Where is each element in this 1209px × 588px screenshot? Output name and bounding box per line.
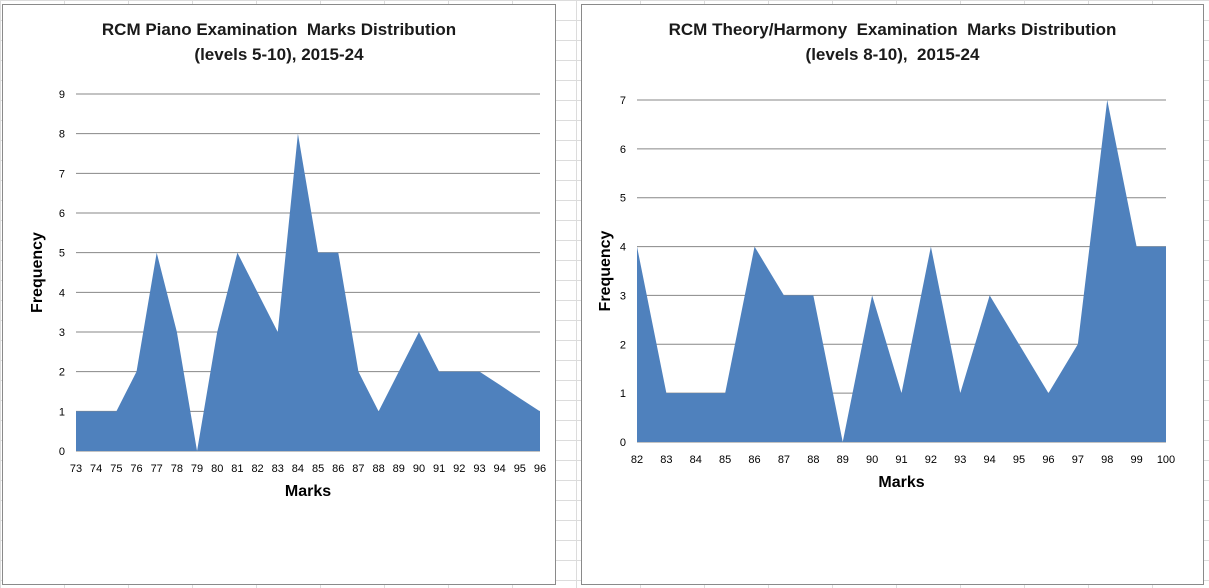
y-axis-title: Frequency: [597, 230, 614, 311]
chart-title-line: RCM Theory/Harmony Examination Marks Dis…: [668, 20, 1117, 39]
chart-title-line: (levels 8-10), 2015-24: [805, 45, 980, 64]
y-tick-label: 3: [620, 290, 626, 302]
y-tick-label: 0: [59, 446, 65, 458]
area-series: [76, 133, 540, 451]
y-axis-title: Frequency: [29, 232, 46, 313]
y-tick-label: 7: [620, 95, 626, 107]
chart-piano: RCM Piano Examination Marks Distribution…: [2, 4, 556, 585]
y-tick-label: 3: [59, 327, 65, 339]
x-tick-label: 83: [660, 454, 672, 466]
y-tick-label: 1: [59, 406, 65, 418]
chart-title-line: (levels 5-10), 2015-24: [194, 45, 364, 64]
x-tick-label: 91: [895, 454, 907, 466]
x-tick-label: 75: [110, 463, 122, 475]
x-tick-label: 89: [393, 463, 405, 475]
x-tick-label: 89: [837, 454, 849, 466]
x-tick-label: 83: [272, 463, 284, 475]
x-tick-label: 87: [778, 454, 790, 466]
x-tick-label: 94: [984, 454, 996, 466]
chart-title-line: RCM Piano Examination Marks Distribution: [101, 20, 457, 39]
x-tick-label: 96: [1042, 454, 1054, 466]
x-tick-label: 84: [690, 454, 702, 466]
x-tick-label: 99: [1130, 454, 1142, 466]
x-tick-label: 88: [372, 463, 384, 475]
x-tick-label: 82: [631, 454, 643, 466]
chart-theory: RCM Theory/Harmony Examination Marks Dis…: [581, 4, 1204, 585]
x-tick-label: 90: [866, 454, 878, 466]
x-tick-label: 78: [171, 463, 183, 475]
x-tick-label: 88: [807, 454, 819, 466]
y-tick-label: 5: [59, 248, 65, 260]
chart-title: RCM Piano Examination Marks Distribution…: [3, 17, 555, 67]
y-tick-label: 0: [620, 437, 626, 449]
x-tick-label: 92: [453, 463, 465, 475]
x-tick-label: 84: [292, 463, 304, 475]
x-tick-label: 74: [90, 463, 102, 475]
chart-title: RCM Theory/Harmony Examination Marks Dis…: [582, 17, 1203, 67]
x-tick-label: 90: [413, 463, 425, 475]
x-tick-label: 73: [70, 463, 82, 475]
x-tick-label: 91: [433, 463, 445, 475]
x-tick-label: 82: [251, 463, 263, 475]
x-tick-label: 98: [1101, 454, 1113, 466]
x-tick-label: 77: [151, 463, 163, 475]
x-tick-label: 100: [1157, 454, 1175, 466]
y-tick-label: 2: [59, 367, 65, 379]
chart-plot-area: 0 1 2 3 4 5 6 7 82 83 84 85 86 87 88 89 90 91 92 93 94 95 96 97…: [597, 95, 1175, 491]
x-tick-label: 93: [954, 454, 966, 466]
y-tick-label: 4: [59, 287, 65, 299]
y-tick-label: 5: [620, 193, 626, 205]
x-tick-label: 94: [494, 463, 506, 475]
x-tick-label: 85: [719, 454, 731, 466]
y-tick-label: 9: [59, 89, 65, 101]
y-tick-label: 1: [620, 388, 626, 400]
x-tick-label: 95: [514, 463, 526, 475]
x-axis-title: Marks: [878, 474, 924, 491]
x-tick-label: 86: [748, 454, 760, 466]
x-tick-label: 79: [191, 463, 203, 475]
x-tick-label: 95: [1013, 454, 1025, 466]
x-tick-label: 86: [332, 463, 344, 475]
x-tick-label: 92: [925, 454, 937, 466]
x-tick-label: 87: [352, 463, 364, 475]
x-axis-title: Marks: [285, 483, 331, 500]
area-series: [637, 100, 1166, 442]
x-tick-label: 93: [473, 463, 485, 475]
y-tick-label: 8: [59, 129, 65, 141]
y-tick-label: 7: [59, 168, 65, 180]
x-tick-label: 85: [312, 463, 324, 475]
y-tick-label: 2: [620, 339, 626, 351]
x-tick-label: 76: [130, 463, 142, 475]
x-tick-label: 96: [534, 463, 546, 475]
y-tick-label: 6: [620, 144, 626, 156]
y-tick-label: 6: [59, 208, 65, 220]
x-tick-label: 81: [231, 463, 243, 475]
x-tick-label: 80: [211, 463, 223, 475]
y-tick-label: 4: [620, 242, 626, 254]
x-tick-label: 97: [1072, 454, 1084, 466]
